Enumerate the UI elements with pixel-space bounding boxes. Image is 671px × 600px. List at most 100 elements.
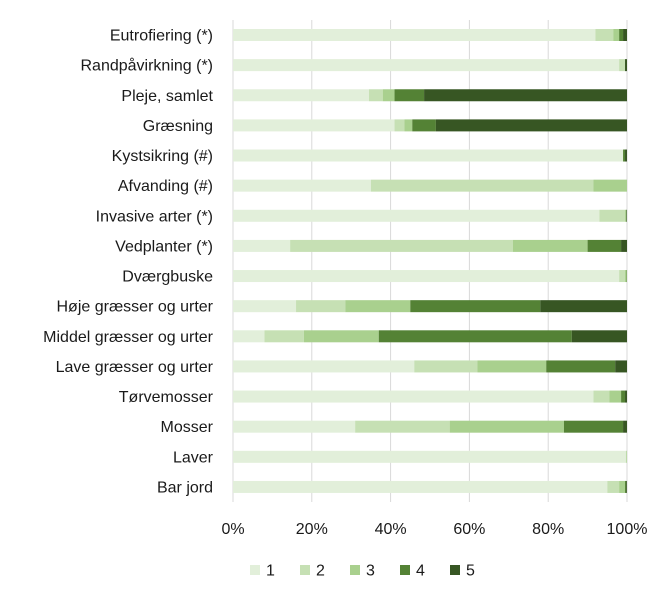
bar-segment [593,390,610,403]
bar-segment [626,480,627,493]
bar-segment [370,179,594,192]
bar-segment [233,59,620,72]
bar-segment [619,29,624,41]
category-label: Middel græsser og urter [43,329,214,346]
bar-segment [449,420,564,433]
bar-segment [615,360,627,373]
bar-segment [233,360,415,373]
bar-segment [414,360,478,373]
bar-segment [609,390,622,403]
bar-segment [404,119,413,132]
bar-segment [290,239,513,252]
category-labels: Eutrofiering (*) Randpåvirkning (*) Pleje,… [43,28,214,497]
bar-segment [621,239,627,252]
bar-segment [563,420,624,433]
bar-segment [619,480,626,493]
legend: 1 2 3 4 5 [250,563,475,580]
bar-segment [619,270,626,283]
bar-segment [233,480,608,493]
bar-segment [233,390,594,403]
category-label: Tørvemosser [119,389,214,406]
bar-segment [512,239,588,252]
bar-segment [233,300,297,313]
bar-segment [625,209,627,222]
category-label: Eutrofiering (*) [110,28,213,45]
bar-segment [625,59,627,72]
x-tick-label: 20% [296,521,328,538]
bar-segment [546,360,616,373]
x-tick-label: 100% [607,521,648,538]
bar-segment [625,480,627,493]
bar-segment [233,330,265,343]
bar-segment [303,330,379,343]
bar-segment [623,29,627,41]
bar-segment [394,119,405,132]
category-label: Vedplanter (*) [115,238,213,255]
category-label: Græsning [143,118,213,135]
bar-segment [233,149,624,162]
x-axis-tick-labels: 0% 20% 40% 60% 80% 100% [221,521,647,538]
bar-segment [593,179,627,192]
category-label: Afvanding (#) [118,178,213,195]
bar-segment [607,480,620,493]
legend-swatch [350,565,360,575]
legend-swatch [300,565,310,575]
bar-segment [619,59,626,72]
bar-segment [233,420,356,433]
legend-swatch [450,565,460,575]
bar-segment [382,89,395,102]
bar-segment [435,119,627,132]
bar-segment [233,179,371,192]
bar-segment [264,330,304,343]
category-label: Pleje, samlet [121,88,213,105]
bar-segment [233,209,600,222]
bar-segment [625,390,627,403]
legend-label: 4 [416,563,425,580]
bar-segment [394,89,425,102]
bar-segment [355,420,450,433]
legend-swatch [250,565,260,575]
bar-segment [233,89,369,102]
category-label: Mosser [161,419,214,436]
category-label: Dværgbuske [122,269,213,286]
bar-segment [412,119,436,132]
bar-segment [233,450,626,463]
bar-segment [233,239,291,252]
bar-segment [233,119,395,132]
bar-segment [233,29,596,41]
legend-label: 1 [266,563,275,580]
bar-segment [595,29,614,41]
bar-segment [623,149,626,162]
bar-segment [378,330,572,343]
bar-segment [477,360,547,373]
category-label: Bar jord [157,479,213,496]
bar-segment [540,300,627,313]
category-label: Laver [173,449,214,466]
category-label: Lave græsser og urter [56,359,214,376]
bar-segment [410,300,541,313]
bar-segment [613,29,620,41]
category-label: Invasive arter (*) [96,208,213,225]
bars [233,29,627,493]
bar-segment [625,270,627,283]
bar-segment [625,450,627,463]
x-tick-label: 40% [375,521,407,538]
legend-label: 2 [316,563,325,580]
legend-swatch [400,565,410,575]
x-tick-label: 80% [532,521,564,538]
category-label: Høje græsser og urter [57,299,214,316]
legend-label: 5 [466,563,475,580]
bar-segment [368,89,383,102]
bar-segment [233,270,620,283]
bar-segment [296,300,346,313]
bar-segment [625,149,627,162]
bar-segment [587,239,622,252]
category-label: Kystsikring (#) [112,148,213,165]
x-tick-label: 60% [453,521,485,538]
bar-segment [571,330,627,343]
bar-segment [424,89,627,102]
bar-segment [621,390,626,403]
bar-segment [345,300,411,313]
